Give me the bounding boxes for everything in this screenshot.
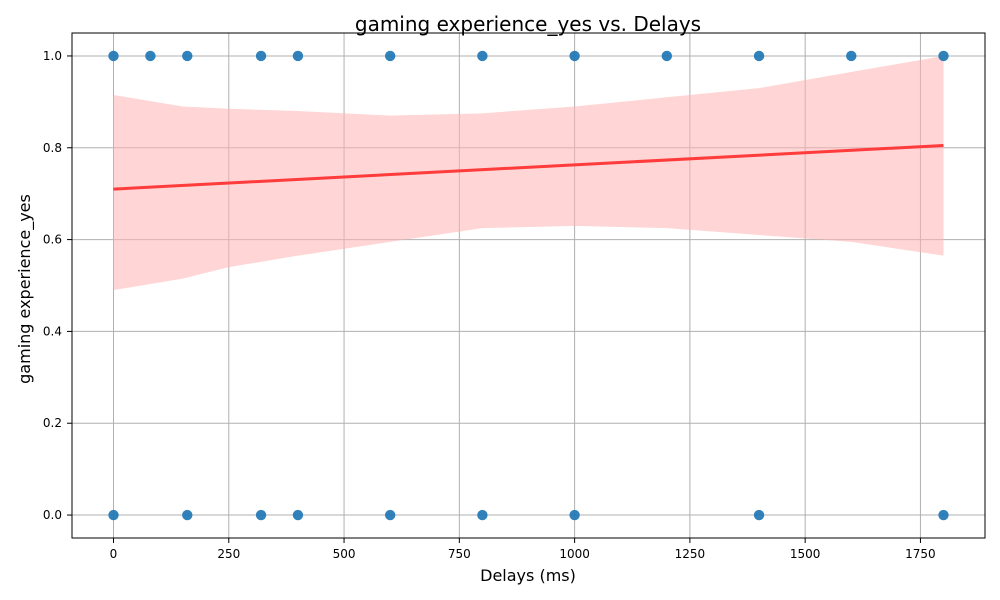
data-point	[384, 509, 396, 521]
x-tick-label: 1000	[559, 547, 590, 561]
confidence-band-layer	[113, 55, 944, 291]
regression-line-layer	[113, 143, 944, 191]
y-tick-label: 0.8	[43, 141, 62, 155]
data-point	[255, 509, 267, 521]
plot-frame	[71, 32, 986, 539]
data-point	[753, 50, 765, 62]
data-point	[108, 509, 119, 521]
x-tick-label: 1250	[675, 547, 706, 561]
y-tick-label: 0.2	[43, 416, 62, 430]
x-tick-label: 750	[448, 547, 471, 561]
x-tick-label: 1750	[905, 547, 936, 561]
y-tick-label: 0.6	[43, 233, 62, 247]
chart-title: gaming experience_yes vs. Delays	[355, 12, 701, 36]
data-point	[569, 509, 580, 521]
confidence-band	[113, 55, 944, 291]
x-axis-label: Delays (ms)	[480, 566, 576, 585]
data-points-layer	[108, 50, 949, 521]
data-point	[477, 50, 488, 62]
data-point	[292, 509, 304, 521]
data-point	[938, 50, 949, 62]
axes-layer: 0 250 500 750 1000 1250 1500 1750 0.0 0.2 0.4 0.6 0.…	[43, 32, 986, 561]
data-point	[661, 50, 673, 62]
data-point	[569, 50, 580, 62]
y-tick-label: 1.0	[43, 49, 62, 63]
data-point	[477, 509, 488, 521]
data-point	[182, 50, 193, 62]
y-tick-label: 0.0	[43, 508, 62, 522]
data-point	[384, 50, 396, 62]
y-tick-label: 0.4	[43, 324, 62, 338]
x-tick-label: 500	[333, 547, 356, 561]
data-point	[145, 50, 156, 62]
data-point	[292, 50, 304, 62]
data-point	[182, 509, 193, 521]
data-point	[938, 509, 949, 521]
x-tick-label: 0	[110, 547, 118, 561]
regression-line	[113, 143, 944, 191]
y-axis-label: gaming experience_yes	[15, 194, 35, 384]
data-point	[108, 50, 119, 62]
x-tick-label: 250	[217, 547, 240, 561]
data-point	[753, 509, 765, 521]
data-point	[846, 50, 857, 62]
x-tick-label: 1500	[790, 547, 821, 561]
data-point	[255, 50, 267, 62]
